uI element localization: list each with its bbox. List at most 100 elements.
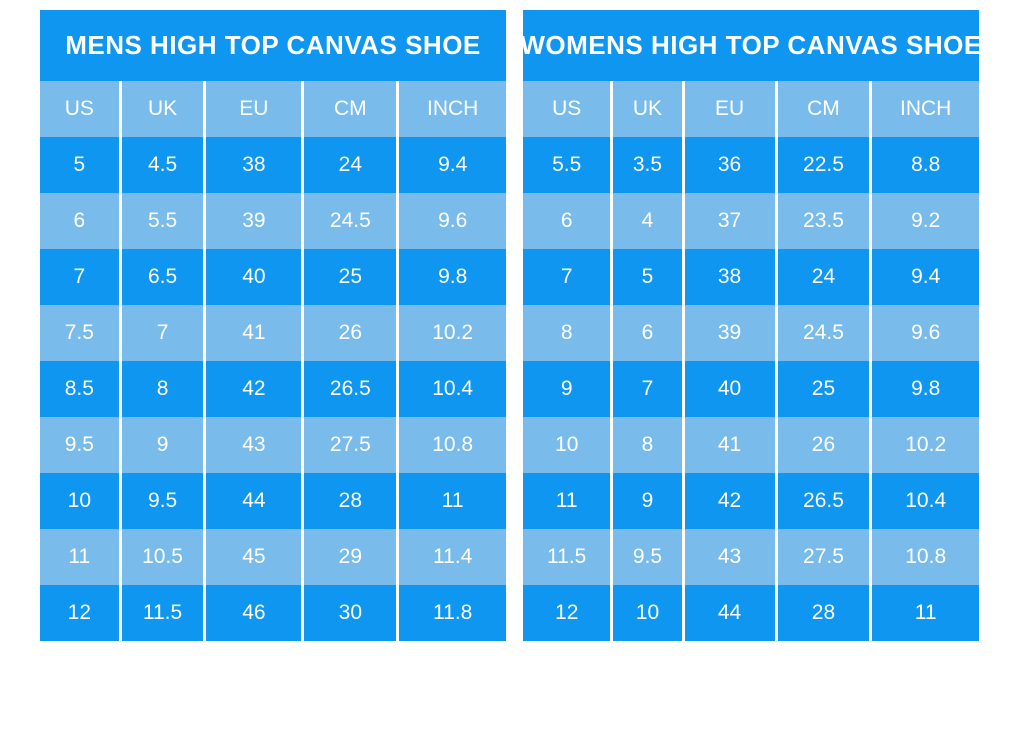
size-cell: 7: [40, 249, 121, 305]
column-header-uk: UK: [118, 81, 205, 137]
column-header-us: US: [523, 81, 612, 137]
size-cell: 29: [301, 529, 398, 585]
size-cell: 11: [396, 473, 506, 529]
size-cell: 12: [40, 585, 121, 641]
size-cell: 10.2: [869, 417, 979, 473]
size-cell: 11: [40, 529, 121, 585]
size-cell: 23.5: [774, 193, 871, 249]
size-cell: 43: [681, 529, 777, 585]
size-cell: 42: [681, 473, 777, 529]
size-cell: 8.8: [869, 137, 979, 193]
table-row: 11 9 42 26.5 10.4: [523, 473, 979, 529]
column-header-us: US: [40, 81, 121, 137]
size-cell: 12: [523, 585, 612, 641]
size-cell: 10: [610, 585, 684, 641]
size-cell: 40: [203, 249, 303, 305]
size-cell: 9.5: [118, 473, 205, 529]
size-cell: 39: [203, 193, 303, 249]
size-cell: 5: [610, 249, 684, 305]
mens-chart-title: MENS HIGH TOP CANVAS SHOE: [40, 10, 506, 81]
size-cell: 10.5: [118, 529, 205, 585]
size-cell: 37: [681, 193, 777, 249]
size-cell: 26: [774, 417, 871, 473]
table-row: 6 5.5 39 24.5 9.6: [40, 193, 506, 249]
size-cell: 42: [203, 361, 303, 417]
size-cell: 43: [203, 417, 303, 473]
table-row: 11 10.5 45 29 11.4: [40, 529, 506, 585]
size-cell: 26: [301, 305, 398, 361]
column-header-eu: EU: [203, 81, 303, 137]
size-cell: 38: [203, 137, 303, 193]
column-header-eu: EU: [681, 81, 777, 137]
size-cell: 9: [118, 417, 205, 473]
size-cell: 25: [301, 249, 398, 305]
size-cell: 9.5: [610, 529, 684, 585]
table-row: 12 10 44 28 11: [523, 585, 979, 641]
size-cell: 11.4: [396, 529, 506, 585]
size-cell: 10.8: [396, 417, 506, 473]
size-cell: 26.5: [774, 473, 871, 529]
size-cell: 27.5: [301, 417, 398, 473]
womens-size-chart: WOMENS HIGH TOP CANVAS SHOE US UK EU CM INCH…: [520, 10, 981, 641]
size-cell: 10.2: [396, 305, 506, 361]
size-cell: 5.5: [523, 137, 612, 193]
size-cell: 10: [40, 473, 121, 529]
size-cell: 44: [203, 473, 303, 529]
size-cell: 39: [681, 305, 777, 361]
size-cell: 27.5: [774, 529, 871, 585]
table-row: 10 8 41 26 10.2: [523, 417, 979, 473]
womens-chart-title: WOMENS HIGH TOP CANVAS SHOE: [520, 10, 981, 81]
size-cell: 9.4: [869, 249, 979, 305]
size-cell: 9.8: [869, 361, 979, 417]
size-cell: 7.5: [40, 305, 121, 361]
table-row: 9 7 40 25 9.8: [523, 361, 979, 417]
column-header-inch: INCH: [396, 81, 506, 137]
size-cell: 9.6: [869, 305, 979, 361]
table-row: 8 6 39 24.5 9.6: [523, 305, 979, 361]
size-cell: 41: [681, 417, 777, 473]
size-cell: 25: [774, 361, 871, 417]
size-cell: 5.5: [118, 193, 205, 249]
size-cell: 22.5: [774, 137, 871, 193]
column-header-uk: UK: [610, 81, 684, 137]
size-cell: 8: [523, 305, 612, 361]
table-row: 5.5 3.5 36 22.5 8.8: [523, 137, 979, 193]
table-row: 7 6.5 40 25 9.8: [40, 249, 506, 305]
size-cell: 9: [523, 361, 612, 417]
size-cell: 24.5: [301, 193, 398, 249]
table-row: 12 11.5 46 30 11.8: [40, 585, 506, 641]
table-row: 5 4.5 38 24 9.4: [40, 137, 506, 193]
mens-size-table: US UK EU CM INCH 5 4.5 38 24 9.4 6 5.5 39 24.5 9.6 7 6.…: [40, 81, 506, 641]
size-cell: 45: [203, 529, 303, 585]
size-cell: 30: [301, 585, 398, 641]
table-row: 10 9.5 44 28 11: [40, 473, 506, 529]
size-cell: 10.4: [396, 361, 506, 417]
size-cell: 24: [301, 137, 398, 193]
size-charts-container: MENS HIGH TOP CANVAS SHOE US UK EU CM INCH 5…: [40, 10, 981, 641]
size-cell: 28: [301, 473, 398, 529]
size-cell: 9.6: [396, 193, 506, 249]
size-cell: 41: [203, 305, 303, 361]
size-cell: 36: [681, 137, 777, 193]
size-cell: 11: [869, 585, 979, 641]
size-cell: 24.5: [774, 305, 871, 361]
size-cell: 7: [610, 361, 684, 417]
size-cell: 6: [40, 193, 121, 249]
table-row: 7.5 7 41 26 10.2: [40, 305, 506, 361]
womens-header-row: US UK EU CM INCH: [523, 81, 979, 137]
size-cell: 6: [610, 305, 684, 361]
womens-size-table: US UK EU CM INCH 5.5 3.5 36 22.5 8.8 6 4 37 23.5 9.2 7…: [523, 81, 979, 641]
size-cell: 4: [610, 193, 684, 249]
mens-header-row: US UK EU CM INCH: [40, 81, 506, 137]
size-cell: 9.4: [396, 137, 506, 193]
size-cell: 8.5: [40, 361, 121, 417]
size-cell: 8: [610, 417, 684, 473]
size-cell: 10.8: [869, 529, 979, 585]
size-cell: 6: [523, 193, 612, 249]
size-cell: 10.4: [869, 473, 979, 529]
size-cell: 7: [118, 305, 205, 361]
column-header-cm: CM: [301, 81, 398, 137]
size-cell: 26.5: [301, 361, 398, 417]
size-cell: 11: [523, 473, 612, 529]
